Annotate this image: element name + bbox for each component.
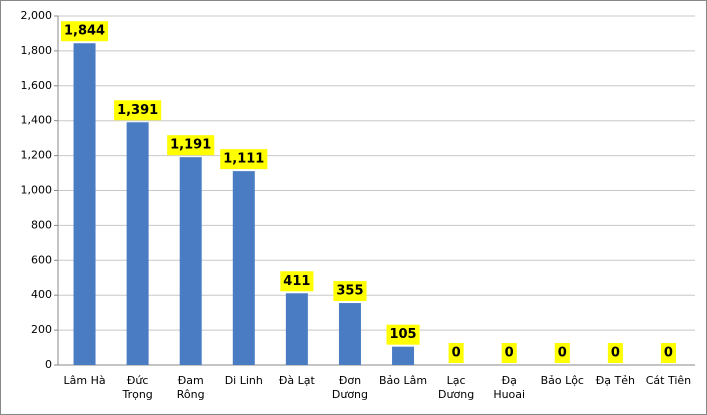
y-tick-label: 1,800 — [21, 44, 53, 57]
x-tick-label: Lạc Dương — [438, 374, 475, 401]
bar — [392, 346, 415, 365]
data-label-box — [448, 343, 464, 363]
y-tick-label: 200 — [31, 323, 52, 336]
bar — [179, 157, 202, 365]
data-label-box — [333, 281, 367, 302]
y-tick-label: 0 — [45, 358, 52, 371]
bar — [285, 293, 308, 365]
x-tick-label: Bảo Lộc — [540, 374, 584, 387]
data-label-box — [167, 135, 215, 156]
data-label: 0 — [452, 346, 461, 361]
x-tick-label: Đạ Tẻh — [595, 374, 635, 387]
data-label-box — [114, 100, 162, 121]
data-label: 1,844 — [64, 24, 105, 39]
data-label-box — [607, 343, 623, 363]
x-tick-label: Đam Rông — [176, 374, 205, 401]
x-tick-label: Di Linh — [224, 374, 263, 387]
data-label: 0 — [505, 346, 514, 361]
y-tick-label: 1,200 — [21, 149, 53, 162]
y-tick-label: 800 — [31, 218, 52, 231]
data-label: 355 — [336, 284, 363, 299]
data-label: 0 — [664, 346, 673, 361]
x-tick-label: Cát Tiên — [645, 374, 692, 387]
data-label: 411 — [283, 274, 310, 289]
data-label: 105 — [389, 327, 416, 342]
x-tick-label: Đức Trọng — [122, 374, 153, 401]
y-tick-label: 1,000 — [21, 184, 53, 197]
data-label: 1,391 — [117, 103, 158, 118]
x-tick-label: Đà Lạt — [278, 374, 315, 387]
data-label-box — [554, 343, 570, 363]
bar — [126, 122, 149, 365]
bar — [338, 303, 361, 365]
data-label-box — [501, 343, 517, 363]
bar — [232, 171, 255, 365]
y-tick-label: 1,400 — [21, 114, 53, 127]
data-label-box — [280, 271, 314, 292]
x-tick-label: Đơn Dương — [331, 374, 369, 401]
x-tick-label: Bảo Lâm — [378, 374, 428, 387]
bar — [73, 43, 96, 366]
data-label-box — [60, 21, 109, 42]
x-tick-label: Đạ Huoai — [493, 374, 526, 401]
data-label-box — [220, 149, 268, 170]
data-label: 0 — [558, 346, 567, 361]
data-label: 1,191 — [170, 138, 211, 153]
data-label-box — [386, 324, 420, 345]
y-tick-label: 1,600 — [21, 79, 53, 92]
y-tick-label: 2,000 — [21, 9, 53, 22]
y-tick-label: 400 — [31, 288, 52, 301]
x-tick-label: Lâm Hà — [63, 374, 106, 387]
y-tick-label: 600 — [31, 253, 52, 266]
data-label: 0 — [611, 346, 620, 361]
data-label-box — [660, 343, 676, 363]
data-label: 1,111 — [223, 152, 264, 167]
